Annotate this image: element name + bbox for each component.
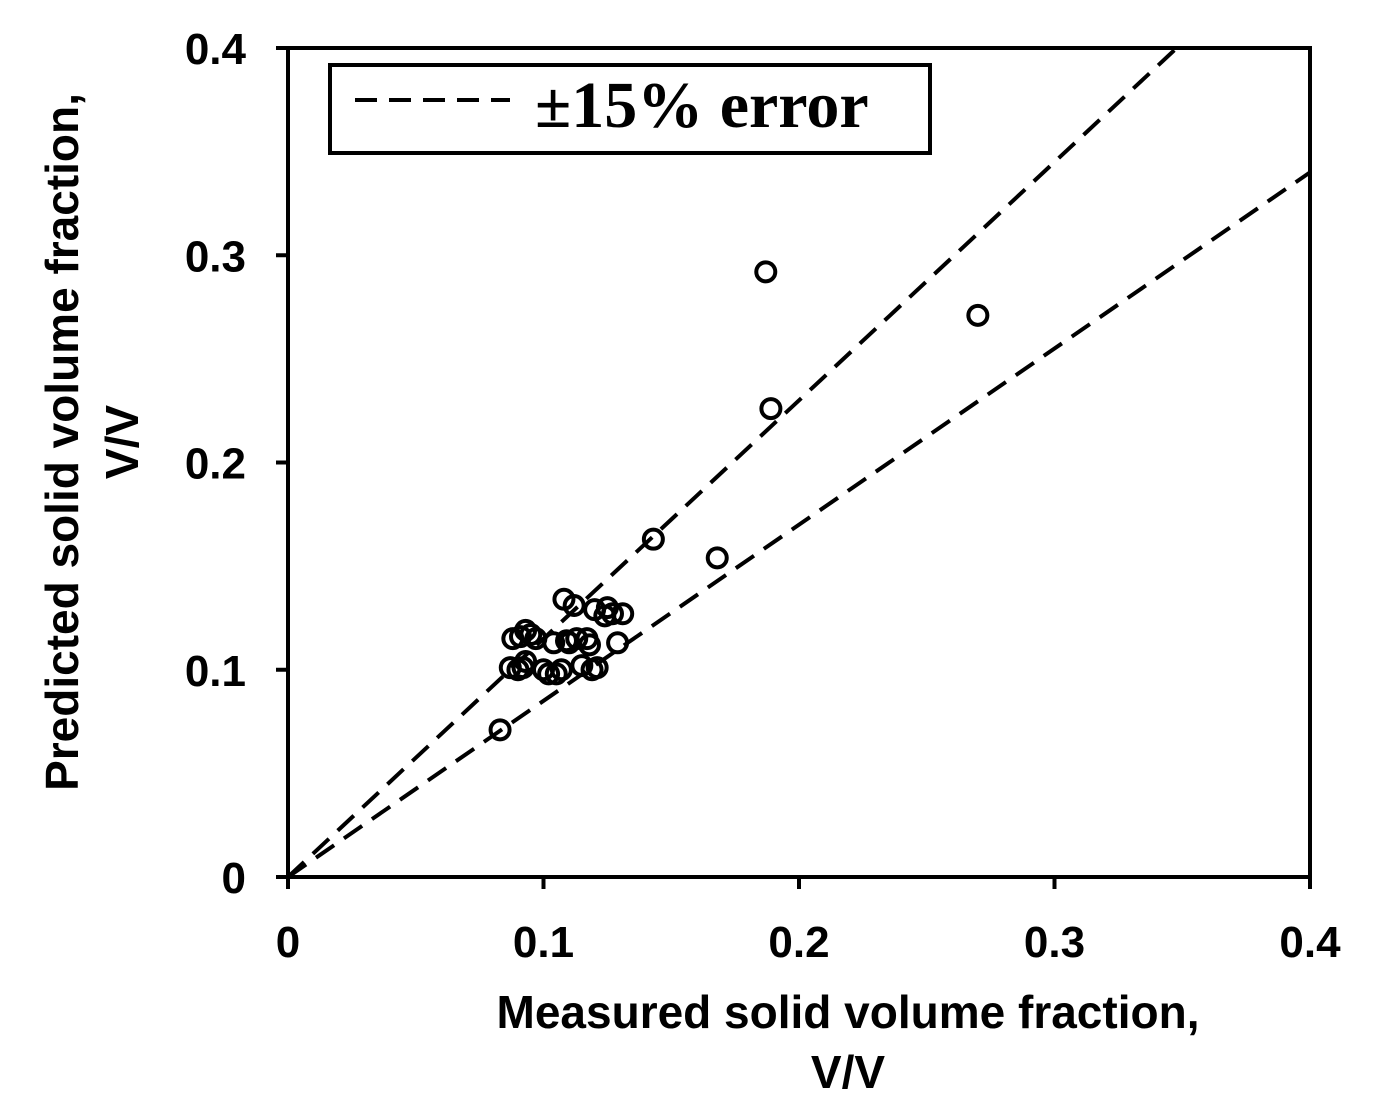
data-point [562, 594, 586, 618]
x-tick-label: 0.4 [1279, 918, 1341, 967]
data-points [488, 260, 990, 742]
legend-label: ±15% error [535, 69, 869, 142]
data-point [641, 527, 665, 551]
y-tick-label: 0.3 [185, 232, 246, 281]
data-point [565, 627, 589, 651]
data-point [542, 631, 566, 655]
legend-box [328, 63, 932, 155]
y-axis-ticks: 0 0.1 0.2 0.3 0.4 [185, 25, 288, 903]
data-point [488, 718, 512, 742]
data-point [585, 656, 609, 680]
y-axis-title-unit: V/V [96, 405, 148, 479]
y-axis-title: Predicted solid volume fraction, [36, 93, 88, 791]
error-lines [288, 48, 1310, 877]
x-axis-title-unit: V/V [811, 1046, 885, 1098]
data-point [611, 602, 635, 626]
legend: ±15% error [328, 63, 932, 155]
data-point [606, 631, 630, 655]
y-tick-label: 0.2 [185, 440, 246, 489]
x-tick-label: 0 [276, 918, 300, 967]
x-tick-label: 0.3 [1024, 918, 1085, 967]
x-axis-title: Measured solid volume fraction, [497, 986, 1200, 1038]
data-point [759, 397, 783, 421]
data-point [514, 649, 538, 673]
data-point [549, 658, 573, 682]
y-tick-label: 0.1 [185, 647, 246, 696]
data-point [537, 662, 561, 686]
data-point [544, 662, 568, 686]
data-point [705, 546, 729, 570]
data-point [570, 654, 594, 678]
error-line-upper [288, 48, 1180, 877]
data-point [577, 633, 601, 657]
data-point [519, 623, 543, 647]
plot-frame [286, 46, 1312, 879]
error-line-lower [288, 170, 1310, 877]
data-point [754, 260, 778, 284]
y-tick-label: 0 [222, 854, 246, 903]
x-tick-label: 0.1 [513, 918, 574, 967]
x-tick-label: 0.2 [768, 918, 829, 967]
data-point [966, 303, 990, 327]
data-point [600, 602, 624, 626]
y-tick-label: 0.4 [185, 25, 247, 74]
x-axis-ticks: 0 0.1 0.2 0.3 0.4 [276, 877, 1341, 967]
